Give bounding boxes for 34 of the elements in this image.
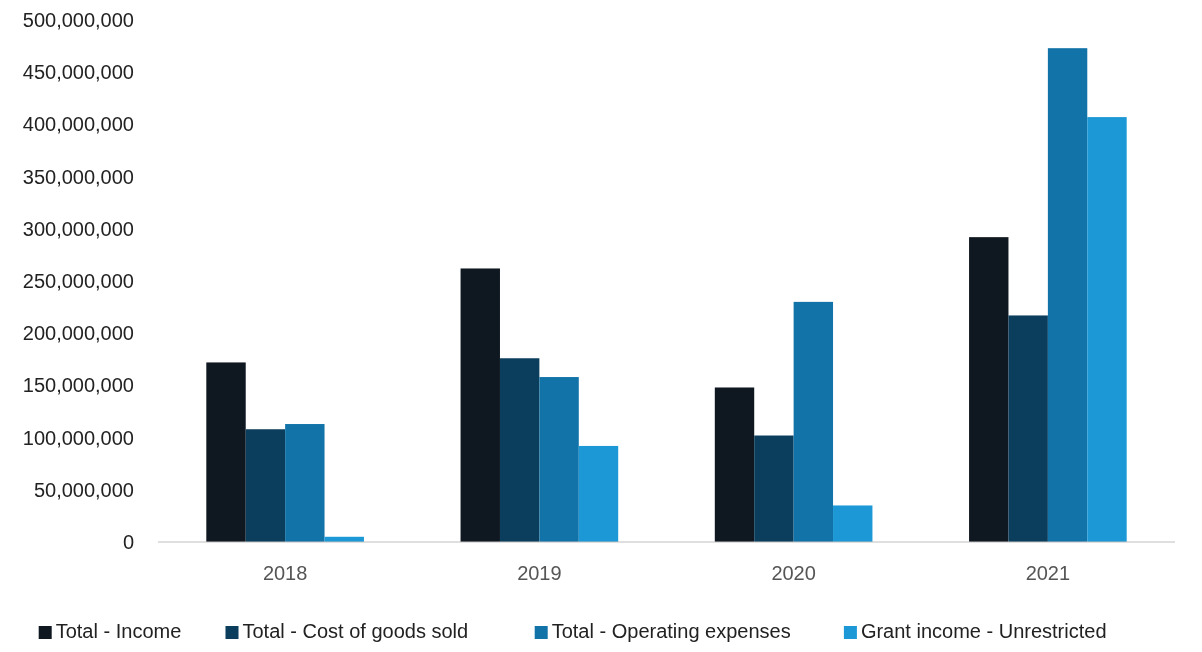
- bar: [833, 505, 873, 542]
- x-tick-label: 2018: [262, 562, 308, 584]
- bar: [1047, 48, 1088, 542]
- legend-label: Grant income - Unrestricted: [860, 620, 1107, 642]
- bar: [714, 387, 755, 542]
- x-tick-label: 2020: [771, 562, 816, 584]
- y-tick-label: 200,000,000: [22, 322, 134, 345]
- y-tick-label: 0: [122, 531, 134, 553]
- y-tick-label: 350,000,000: [22, 165, 134, 188]
- x-tick-label: 2021: [1025, 562, 1071, 584]
- bar: [285, 424, 325, 542]
- bar: [245, 429, 286, 542]
- x-tick-label: 2019: [517, 562, 562, 584]
- bar: [206, 362, 246, 542]
- bar: [578, 445, 619, 542]
- bar: [1008, 315, 1048, 542]
- y-tick-label: 50,000,000: [33, 478, 134, 501]
- bar: [1087, 117, 1127, 542]
- legend-label: Total - Cost of goods sold: [242, 620, 469, 642]
- y-tick-label: 400,000,000: [22, 113, 134, 136]
- bar: [539, 377, 579, 542]
- y-tick-label: 450,000,000: [22, 61, 134, 84]
- y-tick-label: 100,000,000: [22, 426, 134, 449]
- legend-label: Total - Income: [55, 620, 182, 642]
- bar: [754, 435, 794, 542]
- y-tick-label: 150,000,000: [22, 374, 134, 397]
- bar: [793, 301, 834, 542]
- bar: [969, 237, 1009, 542]
- y-tick-label: 300,000,000: [22, 217, 134, 240]
- y-tick-label: 500,000,000: [22, 9, 134, 31]
- bar: [499, 358, 540, 542]
- legend-label: Total - Operating expenses: [551, 620, 791, 642]
- bar: [460, 268, 500, 542]
- y-tick-label: 250,000,000: [22, 270, 134, 292]
